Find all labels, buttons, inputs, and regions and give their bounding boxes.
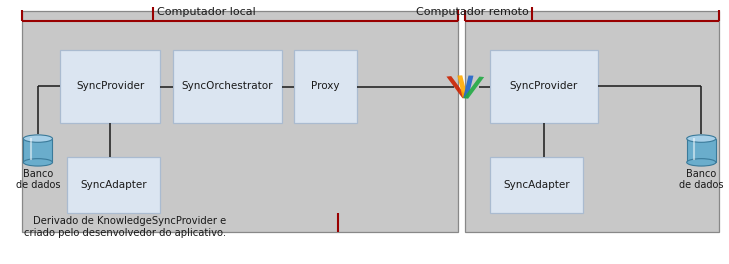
Text: SyncProvider: SyncProvider	[76, 82, 144, 91]
FancyBboxPatch shape	[457, 75, 467, 98]
Text: Derivado de KnowledgeSyncProvider e
criado pelo desenvolvedor do aplicativo.: Derivado de KnowledgeSyncProvider e cria…	[24, 216, 226, 238]
FancyBboxPatch shape	[446, 76, 467, 98]
Text: Computador local: Computador local	[157, 7, 255, 17]
FancyBboxPatch shape	[490, 157, 583, 213]
FancyBboxPatch shape	[294, 50, 357, 123]
FancyBboxPatch shape	[60, 50, 160, 123]
Text: SyncAdapter: SyncAdapter	[503, 180, 570, 190]
Ellipse shape	[687, 135, 716, 142]
FancyBboxPatch shape	[464, 77, 484, 99]
Text: Computador remoto: Computador remoto	[416, 7, 529, 17]
FancyBboxPatch shape	[465, 11, 719, 232]
Text: Banco
de dados: Banco de dados	[15, 169, 61, 190]
FancyBboxPatch shape	[463, 76, 473, 98]
FancyBboxPatch shape	[67, 157, 160, 213]
FancyBboxPatch shape	[173, 50, 282, 123]
Ellipse shape	[23, 159, 52, 166]
FancyBboxPatch shape	[22, 11, 458, 232]
Text: SyncOrchestrator: SyncOrchestrator	[182, 82, 273, 91]
Text: Proxy: Proxy	[311, 82, 340, 91]
FancyBboxPatch shape	[687, 139, 716, 162]
Ellipse shape	[23, 135, 52, 142]
FancyBboxPatch shape	[490, 50, 598, 123]
Text: SyncAdapter: SyncAdapter	[80, 180, 147, 190]
Text: Banco
de dados: Banco de dados	[679, 169, 724, 190]
FancyBboxPatch shape	[23, 139, 52, 162]
Ellipse shape	[687, 159, 716, 166]
Text: SyncProvider: SyncProvider	[510, 82, 578, 91]
